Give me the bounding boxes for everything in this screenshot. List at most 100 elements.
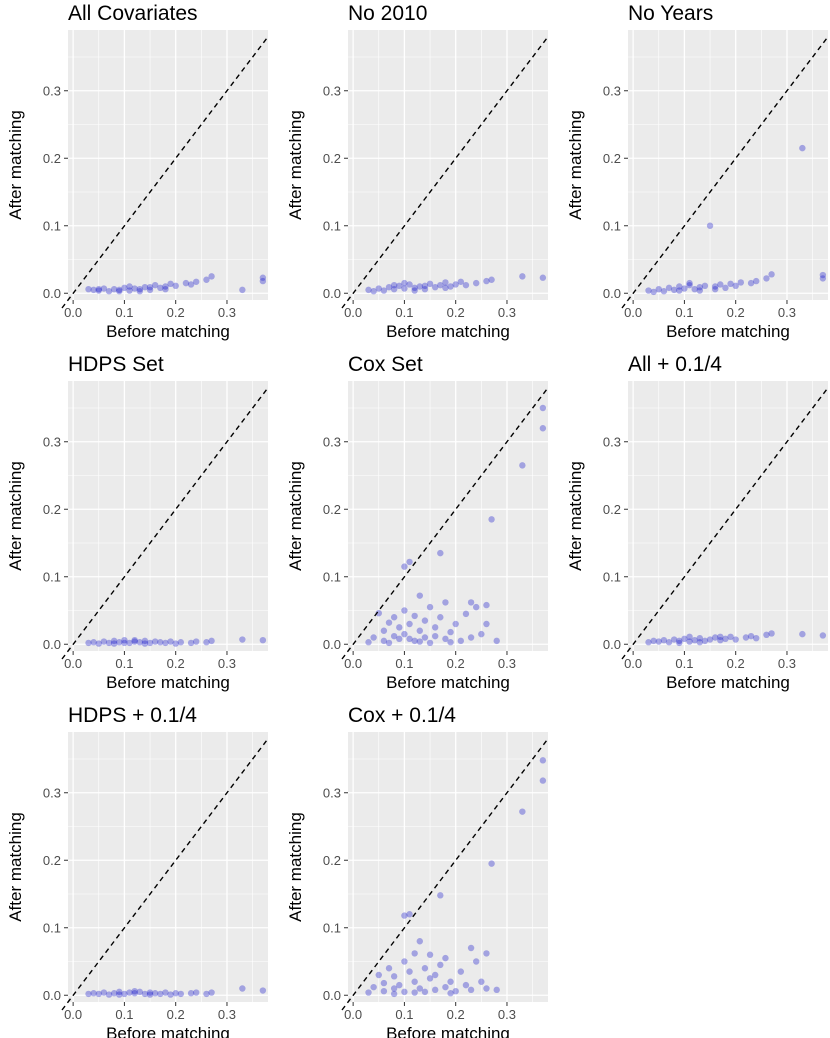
scatter-point: [177, 639, 185, 646]
y-tick-label: 0.3: [43, 83, 61, 98]
scatter-point: [701, 637, 709, 645]
scatter-point: [259, 637, 267, 644]
scatter-point: [411, 637, 418, 645]
scatter-point: [162, 639, 169, 647]
y-axis-label: After matching: [566, 461, 585, 571]
scatter-point: [380, 637, 388, 645]
scatter-point: [467, 634, 475, 641]
scatter-point: [126, 989, 133, 996]
scatter-point: [799, 630, 806, 638]
x-tick-label: 0.1: [675, 656, 693, 671]
scatter-point: [187, 990, 195, 997]
scatter-point: [711, 634, 719, 641]
scatter-point: [396, 624, 403, 631]
y-tick-label: 0.3: [43, 434, 61, 449]
scatter-point: [670, 286, 678, 294]
scatter-point: [768, 630, 775, 637]
scatter-point: [665, 639, 673, 646]
x-axis-label: Before matching: [106, 322, 230, 341]
scatter-point: [182, 279, 190, 287]
panel-title: Cox Set: [348, 353, 423, 376]
y-tick-label: 0.0: [603, 637, 621, 652]
y-tick-label: 0.0: [603, 286, 621, 301]
scatter-point: [722, 284, 729, 292]
scatter-point: [187, 281, 195, 288]
scatter-point: [193, 989, 200, 996]
scatter-point: [85, 286, 92, 293]
x-tick-label: 0.2: [447, 656, 465, 671]
scatter-point: [396, 981, 403, 989]
scatter-point: [478, 978, 485, 985]
scatter-point: [121, 284, 128, 292]
y-tick-label: 0.1: [43, 920, 61, 935]
y-tick-label: 0.3: [603, 83, 621, 98]
scatter-point: [380, 627, 388, 634]
scatter-point: [467, 944, 475, 952]
scatter-point: [90, 990, 97, 997]
x-tick-label: 0.0: [344, 305, 362, 320]
x-tick-label: 0.2: [727, 305, 745, 320]
scatter-point: [121, 637, 128, 644]
scatter-point: [416, 627, 423, 634]
scatter-point: [686, 281, 693, 289]
scatter-point: [660, 288, 668, 295]
scatter-point: [390, 632, 398, 640]
plot-area: [348, 732, 548, 1002]
plot-area: [68, 30, 268, 300]
scatter-point: [462, 281, 470, 289]
scatter-point: [467, 599, 475, 606]
scatter-point: [539, 777, 547, 784]
scatter-point: [146, 989, 154, 996]
scatter-point: [650, 288, 657, 296]
x-tick-label: 0.0: [344, 1007, 362, 1022]
scatter-point: [370, 983, 377, 991]
scatter-point: [747, 279, 755, 287]
scatter-point: [488, 516, 495, 523]
scatter-point: [442, 599, 449, 606]
scatter-point: [95, 990, 102, 998]
scatter-point: [483, 985, 490, 992]
scatter-point: [442, 954, 449, 962]
x-tick-label: 0.3: [778, 656, 796, 671]
scatter-point: [732, 282, 739, 290]
scatter-point: [390, 990, 398, 998]
scatter-point: [406, 558, 413, 566]
scatter-point: [686, 633, 693, 641]
scatter-point: [457, 968, 465, 975]
scatter-point: [390, 614, 398, 621]
scatter-point: [203, 276, 210, 283]
y-tick-label: 0.3: [323, 434, 341, 449]
x-tick-label: 0.3: [778, 305, 796, 320]
panel-title: All + 0.1/4: [628, 353, 722, 376]
scatter-point: [136, 639, 143, 646]
scatter-point: [151, 990, 159, 997]
scatter-point: [105, 639, 113, 647]
scatter-point: [493, 637, 500, 645]
scatter-point: [85, 990, 92, 998]
scatter-point: [447, 978, 454, 985]
plot-area: [68, 381, 268, 651]
scatter-point: [167, 280, 174, 287]
x-tick-label: 0.2: [447, 305, 465, 320]
scatter-point: [655, 286, 662, 293]
x-axis-label: Before matching: [386, 673, 510, 692]
scatter-point: [416, 283, 423, 290]
scatter-point: [131, 988, 138, 995]
scatter-point: [447, 283, 454, 290]
scatter-point: [136, 286, 143, 293]
scatter-point: [819, 275, 827, 282]
scatter-point: [421, 286, 429, 293]
scatter-point: [157, 639, 164, 646]
scatter-point: [116, 988, 123, 996]
scatter-point: [411, 287, 418, 294]
scatter-point: [681, 285, 688, 292]
scatter-point: [187, 639, 195, 647]
scatter-point: [406, 911, 413, 918]
scatter-point: [126, 287, 133, 294]
scatter-point: [452, 281, 459, 288]
scatter-point: [473, 279, 480, 287]
scatter-point: [121, 639, 128, 647]
scatter-point: [401, 563, 408, 570]
scatter-point: [437, 892, 444, 899]
x-tick-label: 0.2: [167, 1007, 185, 1022]
